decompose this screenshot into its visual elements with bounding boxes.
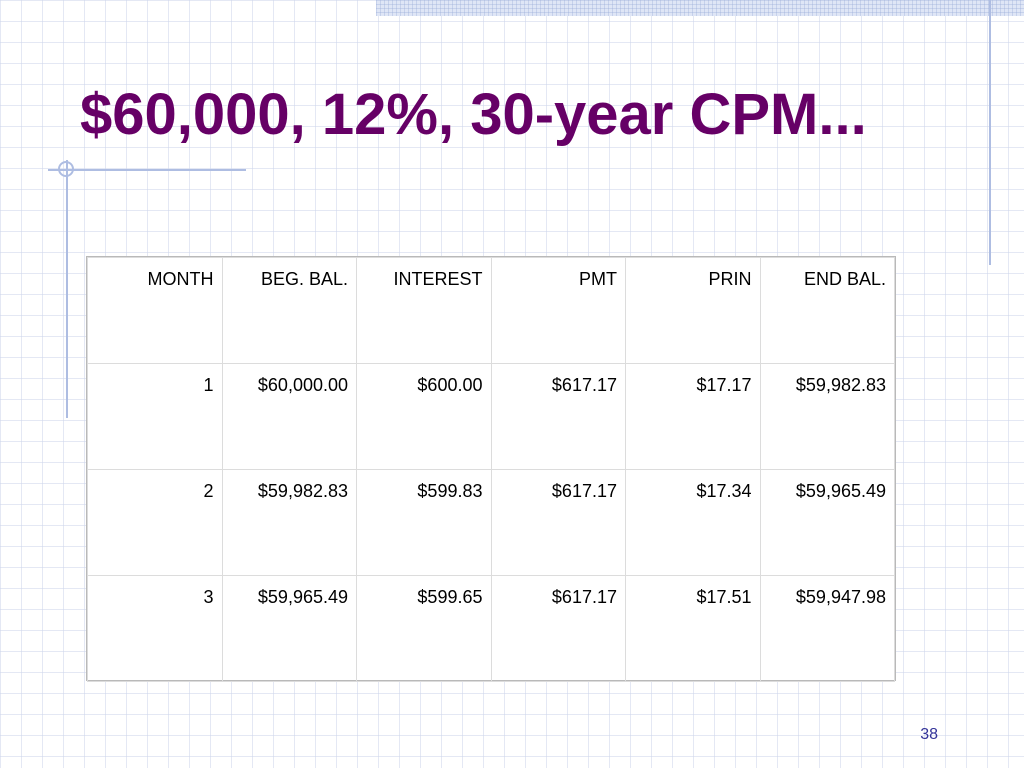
cell-interest: $599.83 — [356, 469, 492, 576]
header-beg-bal: BEG. BAL. — [221, 257, 357, 364]
cell-beg-bal: $59,982.83 — [221, 469, 357, 576]
cell-prin: $17.17 — [625, 363, 761, 470]
cell-end-bal: $59,982.83 — [759, 363, 895, 470]
cell-interest: $600.00 — [356, 363, 492, 470]
cell-beg-bal: $60,000.00 — [221, 363, 357, 470]
header-prin: PRIN — [625, 257, 761, 364]
cell-prin: $17.51 — [625, 575, 761, 682]
header-interest: INTEREST — [356, 257, 492, 364]
cell-end-bal: $59,965.49 — [759, 469, 895, 576]
cell-end-bal: $59,947.98 — [759, 575, 895, 682]
amortization-table-container: MONTH BEG. BAL. INTEREST PMT PRIN END BA… — [86, 256, 896, 682]
table-row: 3 $59,965.49 $599.65 $617.17 $17.51 $59,… — [87, 575, 895, 682]
amortization-table: MONTH BEG. BAL. INTEREST PMT PRIN END BA… — [87, 257, 895, 682]
cell-interest: $599.65 — [356, 575, 492, 682]
top-decorative-band — [376, 0, 1024, 16]
cell-month: 3 — [87, 575, 223, 682]
left-vertical-accent-line — [66, 160, 68, 418]
title-underline-accent — [48, 169, 246, 171]
cell-month: 2 — [87, 469, 223, 576]
header-end-bal: END BAL. — [759, 257, 895, 364]
page-number: 38 — [920, 726, 938, 743]
header-pmt: PMT — [490, 257, 626, 364]
table-header-row: MONTH BEG. BAL. INTEREST PMT PRIN END BA… — [87, 257, 895, 364]
cell-beg-bal: $59,965.49 — [221, 575, 357, 682]
header-month: MONTH — [87, 257, 223, 364]
table-row: 2 $59,982.83 $599.83 $617.17 $17.34 $59,… — [87, 469, 895, 576]
table-row: 1 $60,000.00 $600.00 $617.17 $17.17 $59,… — [87, 363, 895, 470]
crosshair-ring-icon — [58, 161, 74, 177]
cell-pmt: $617.17 — [490, 575, 626, 682]
right-vertical-accent-line — [989, 0, 991, 265]
cell-month: 1 — [87, 363, 223, 470]
cell-pmt: $617.17 — [490, 469, 626, 576]
cell-prin: $17.34 — [625, 469, 761, 576]
cell-pmt: $617.17 — [490, 363, 626, 470]
slide-title: $60,000, 12%, 30-year CPM... — [80, 82, 867, 147]
